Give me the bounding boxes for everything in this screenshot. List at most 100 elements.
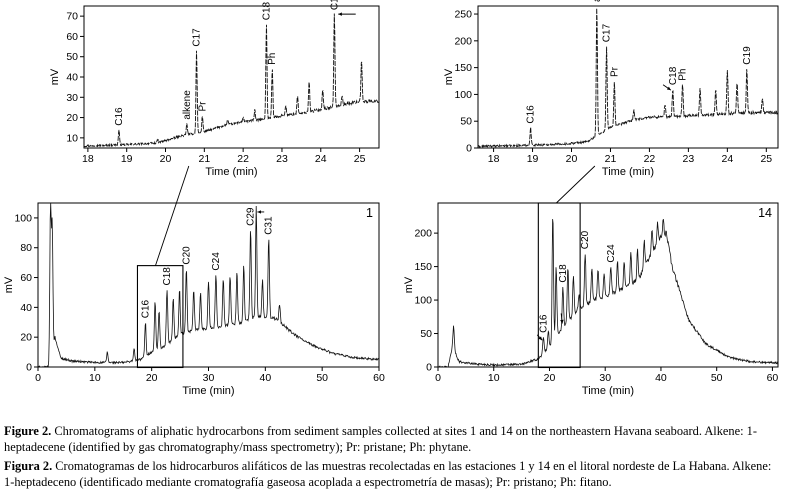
y-tick-label: 0: [26, 362, 32, 374]
peak-label-c16: C16: [538, 314, 549, 333]
zoom-connector-site1-full: [155, 165, 190, 266]
peak-label-c18: C18: [668, 66, 679, 85]
y-tick-label: 20: [20, 332, 32, 344]
x-tick-label: 21: [605, 153, 617, 165]
y-tick-label: 200: [414, 228, 432, 240]
x-axis-label: Time (min): [582, 385, 634, 397]
x-tick-label: 30: [599, 372, 611, 384]
x-tick-label: 10: [488, 372, 500, 384]
x-tick-label: 18: [82, 153, 94, 165]
chart-title: 1: [366, 206, 373, 220]
chart-site1-full: 0 10 20 30 40 50 60 0 20 40 60 80 100 Time (min) mV 1 C1…: [3, 202, 385, 397]
zoom-region-box-site1-full: [136, 265, 184, 369]
y-tick-label: 200: [454, 35, 472, 47]
arrow-c29-head: [257, 210, 261, 214]
y-tick-label: 20: [66, 112, 78, 124]
peak-label-c18: C18: [558, 264, 569, 283]
arrow-c19-head: [338, 12, 342, 16]
x-tick-label: 25: [760, 153, 772, 165]
x-axis-label: Time (min): [602, 166, 654, 178]
peak-label-c17: C17: [602, 23, 613, 42]
x-tick-label: 22: [644, 153, 656, 165]
x-tick-label: 18: [488, 153, 500, 165]
chromatogram-trace: [477, 8, 779, 149]
caption-english-text: Chromatograms of aliphatic hydrocarbons …: [4, 424, 757, 454]
chart-title: 14: [758, 206, 772, 220]
x-tick-label: 21: [198, 153, 210, 165]
x-tick-label: 20: [566, 153, 578, 165]
y-tick-label: 0: [466, 143, 472, 155]
y-tick-label: 50: [420, 328, 432, 340]
peak-label-alkene: alkene: [182, 90, 193, 120]
peak-label-c16: C16: [526, 105, 537, 124]
caption-english-label: Figure 2.: [4, 424, 52, 438]
peak-label-c19: C19: [742, 46, 753, 65]
peak-label-c19: C19: [329, 0, 340, 10]
chromatogram-trace: [437, 219, 779, 368]
peak-label-c18: C18: [261, 1, 272, 20]
caption-spanish: Figura 2. Cromatogramas de los hidrocarb…: [4, 458, 783, 490]
y-tick-label: 60: [20, 272, 32, 284]
zoom-connector-site14-full: [556, 165, 596, 204]
peak-label-ph: Ph: [678, 69, 689, 81]
peak-label-c17: C17: [192, 28, 203, 47]
chromatogram-trace: [83, 13, 380, 148]
y-tick-label: 150: [414, 261, 432, 273]
y-axis-label: mV: [3, 276, 15, 293]
y-tick-label: 10: [66, 132, 78, 144]
peak-label-ph: Ph: [267, 53, 278, 65]
y-tick-label: 50: [460, 116, 472, 128]
x-tick-label: 50: [711, 372, 723, 384]
y-tick-label: 100: [414, 295, 432, 307]
y-tick-label: 80: [20, 242, 32, 254]
x-tick-label: 30: [203, 372, 215, 384]
peak-label-c18: C18: [162, 267, 173, 286]
x-tick-label: 40: [259, 372, 271, 384]
peak-label-c24: C24: [606, 244, 617, 263]
x-tick-label: 20: [146, 372, 158, 384]
peak-label-c20: C20: [181, 246, 192, 265]
peak-label-alkene: alkene: [592, 0, 603, 2]
peak-label-c20: C20: [580, 230, 591, 249]
y-tick-label: 60: [66, 31, 78, 43]
peak-label-pr: Pr: [609, 66, 620, 77]
y-axis-label: mV: [443, 68, 455, 85]
peak-label-pr: Pr: [197, 101, 208, 112]
caption-english: Figure 2. Chromatograms of aliphatic hyd…: [4, 423, 783, 455]
y-tick-label: 150: [454, 62, 472, 74]
y-tick-label: 70: [66, 11, 78, 23]
x-tick-label: 0: [435, 372, 441, 384]
y-axis-label: mV: [49, 68, 61, 85]
y-tick-label: 40: [66, 72, 78, 84]
arrow-c18-full-head: [560, 319, 564, 324]
x-tick-label: 19: [121, 153, 133, 165]
y-tick-label: 50: [66, 51, 78, 63]
y-tick-label: 100: [14, 212, 32, 224]
caption-spanish-text: Cromatogramas de los hidrocarburos alifá…: [4, 459, 772, 489]
y-tick-label: 250: [454, 9, 472, 21]
y-tick-label: 100: [454, 89, 472, 101]
caption-spanish-label: Figura 2.: [4, 459, 53, 473]
peak-label-c29: C29: [246, 207, 257, 226]
x-tick-label: 19: [527, 153, 539, 165]
zoom-region-box-site14-full: [537, 202, 581, 369]
peak-label-c24: C24: [211, 252, 222, 271]
y-axis-label: mV: [403, 276, 415, 293]
y-tick-label: 0: [426, 362, 432, 374]
x-tick-label: 0: [35, 372, 41, 384]
x-tick-label: 25: [354, 153, 366, 165]
x-tick-label: 20: [160, 153, 172, 165]
y-tick-label: 30: [66, 92, 78, 104]
peak-label-c16: C16: [114, 107, 125, 126]
peak-label-c16: C16: [140, 299, 151, 318]
y-tick-label: 40: [20, 302, 32, 314]
plot-frame: [477, 5, 779, 149]
arrow-c18-head: [666, 86, 671, 91]
x-tick-label: 40: [655, 372, 667, 384]
x-tick-label: 23: [276, 153, 288, 165]
x-tick-label: 23: [683, 153, 695, 165]
arrow-c16-head: [538, 336, 543, 341]
plot-frame: [437, 202, 779, 368]
x-tick-label: 20: [544, 372, 556, 384]
x-axis-label: Time (min): [182, 385, 234, 397]
